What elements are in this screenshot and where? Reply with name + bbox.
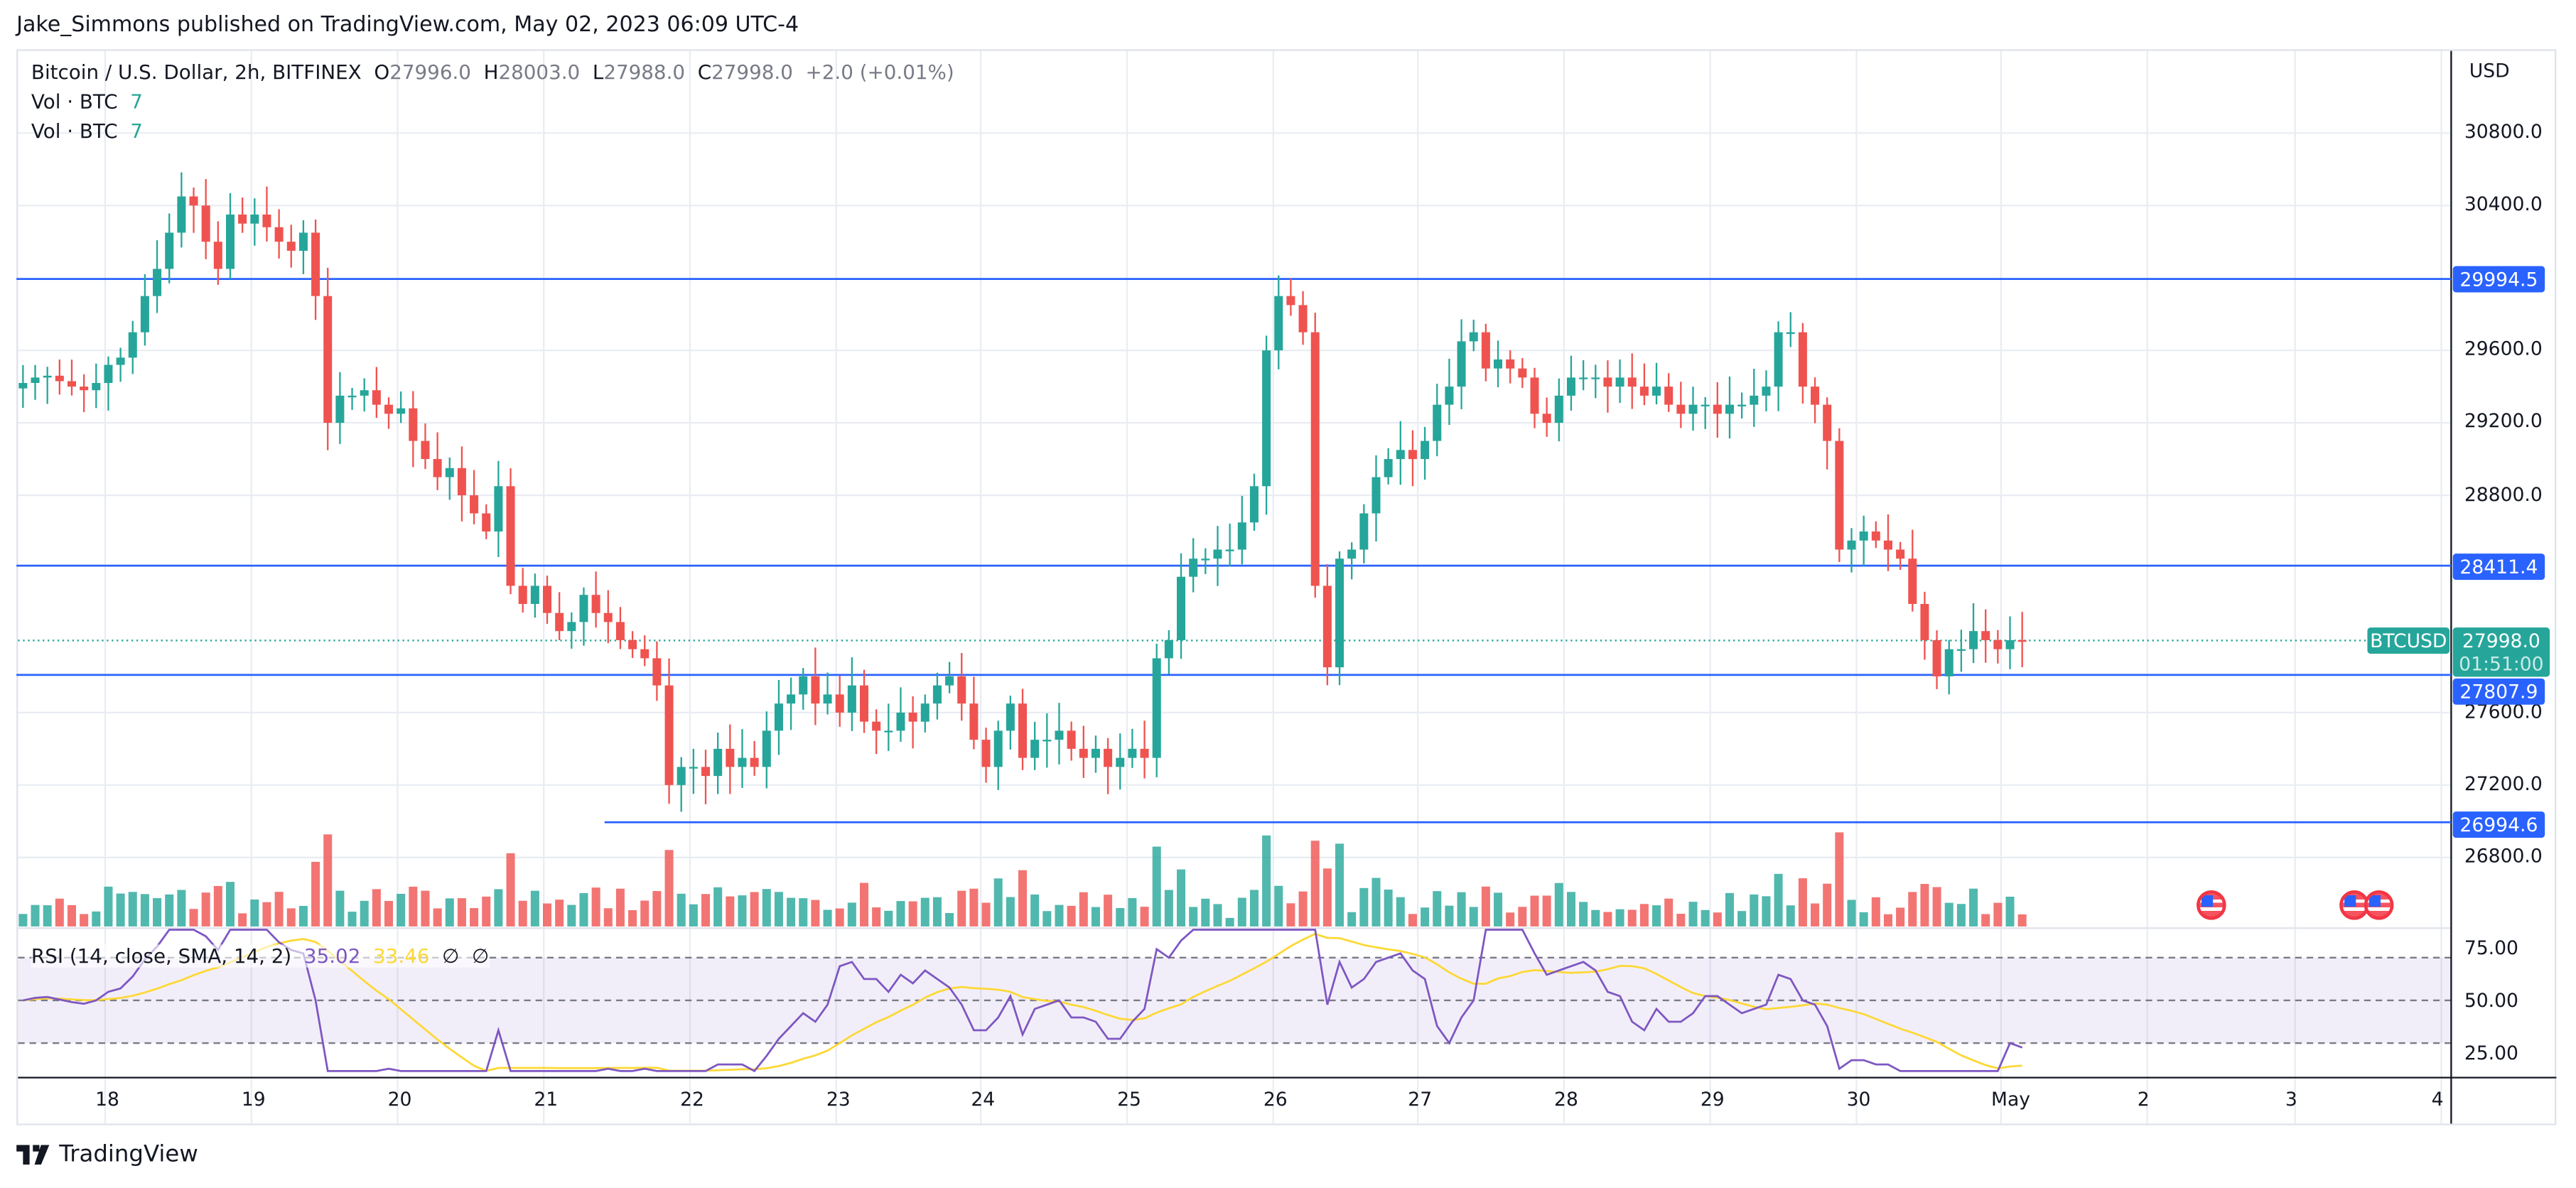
level-tag-27807[interactable]: 27807.9 [2452, 678, 2545, 705]
time-tick: 21 [534, 1087, 559, 1111]
price-tick: 26800.0 [2464, 844, 2543, 868]
tradingview-logo-icon [16, 1145, 50, 1165]
time-tick: 3 [2285, 1087, 2297, 1111]
change-value: +2.0 (+0.01%) [805, 60, 954, 84]
time-tick: 27 [1408, 1087, 1433, 1111]
time-tick: May [1991, 1087, 2031, 1111]
volume-legend-1[interactable]: Vol · BTC 7 [31, 90, 143, 114]
price-tick: 29200.0 [2464, 409, 2543, 433]
time-tick: 30 [1846, 1087, 1871, 1111]
price-tick: 30400.0 [2464, 192, 2543, 216]
price-tick: 30800.0 [2464, 119, 2543, 144]
time-tick: 18 [95, 1087, 119, 1111]
high-value: 28003.0 [498, 60, 581, 84]
low-value: 27988.0 [603, 60, 686, 84]
volume-legend-2[interactable]: Vol · BTC 7 [31, 119, 143, 144]
price-tick: 29600.0 [2464, 337, 2543, 360]
currency-label: USD [2469, 59, 2510, 82]
rsi-tick-25: 25.00 [2464, 1041, 2518, 1065]
last-price-tag[interactable]: 27998.0 01:51:00 [2452, 627, 2550, 677]
time-tick: 26 [1263, 1087, 1288, 1111]
rsi-value: 35.02 [303, 944, 361, 968]
rsi-ma-value: 33.46 [373, 944, 430, 968]
time-tick: 25 [1117, 1087, 1141, 1111]
rsi-tick-75: 75.00 [2464, 936, 2518, 960]
symbol-price-tag[interactable]: BTCUSD [2367, 627, 2450, 654]
time-tick: 29 [1700, 1087, 1725, 1111]
symbol-legend[interactable]: Bitcoin / U.S. Dollar, 2h, BITFINEX O279… [31, 60, 954, 84]
close-value: 27998.0 [711, 60, 793, 84]
price-tick: 27200.0 [2464, 772, 2543, 795]
level-tag-29994[interactable]: 29994.5 [2452, 266, 2545, 293]
time-tick: 23 [826, 1087, 851, 1111]
time-tick: 28 [1554, 1087, 1578, 1111]
time-tick: 19 [241, 1087, 266, 1111]
time-tick: 4 [2431, 1087, 2444, 1111]
time-tick: 22 [680, 1087, 704, 1111]
time-tick: 24 [971, 1087, 996, 1111]
open-value: 27996.0 [389, 60, 471, 84]
bar-countdown: 01:51:00 [2459, 652, 2544, 676]
us-event-flag-icon[interactable] [2197, 890, 2226, 920]
tradingview-logo[interactable]: TradingView [16, 1142, 198, 1168]
us-event-flag-icon[interactable] [2364, 890, 2394, 920]
publish-line: Jake_Simmons published on TradingView.co… [16, 13, 799, 38]
symbol-name: Bitcoin / U.S. Dollar, 2h, BITFINEX [31, 60, 362, 84]
time-tick: 2 [2137, 1087, 2150, 1111]
time-tick: 20 [387, 1087, 412, 1111]
chart-frame [16, 49, 2557, 1125]
price-tick: 28800.0 [2464, 482, 2543, 505]
rsi-tick-50: 50.00 [2464, 988, 2518, 1012]
level-tag-26994[interactable]: 26994.6 [2452, 811, 2545, 838]
level-tag-28411[interactable]: 28411.4 [2452, 554, 2545, 580]
rsi-legend[interactable]: RSI (14, close, SMA, 14, 2) 35.02 33.46 … [31, 944, 490, 968]
